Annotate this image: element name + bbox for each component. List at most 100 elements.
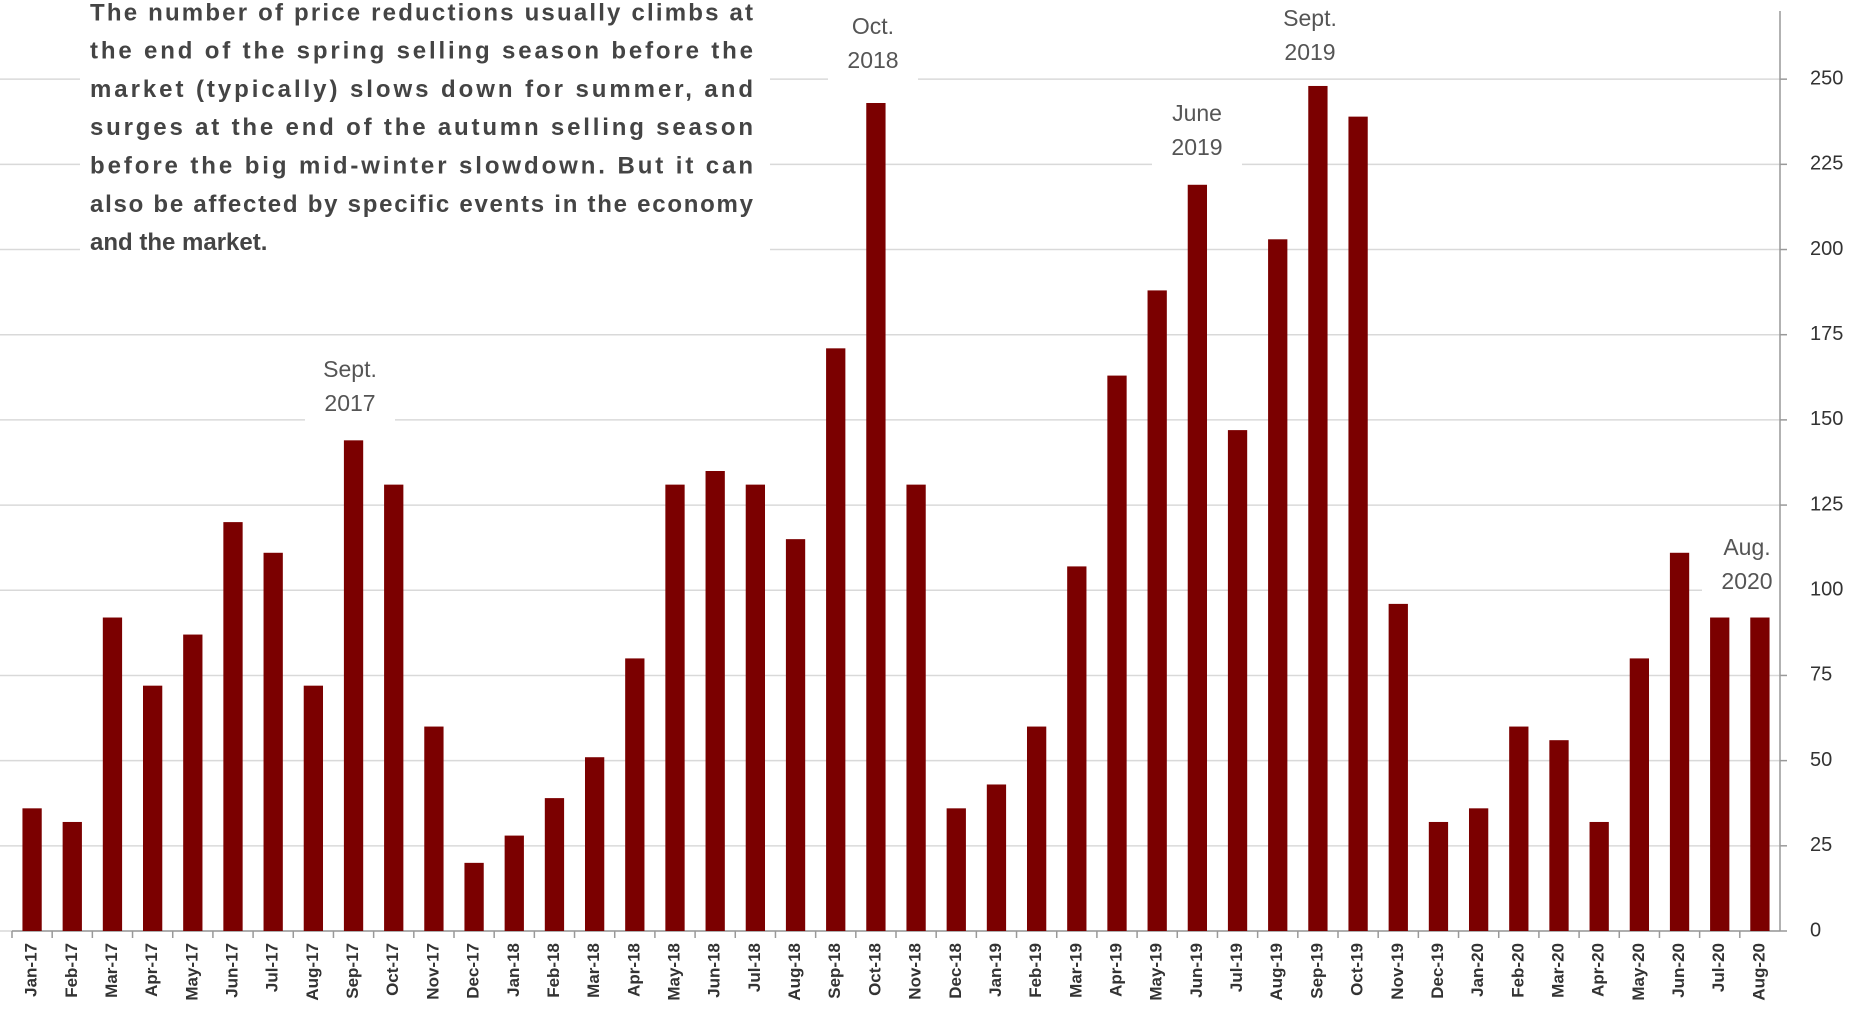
- x-tick-label: Aug-19: [1267, 943, 1286, 1001]
- annotation: 2019: [1171, 134, 1222, 160]
- bar: [826, 348, 846, 931]
- bar: [946, 808, 966, 931]
- x-tick-label: Aug-18: [785, 943, 804, 1001]
- x-tick-label: Jun-17: [222, 943, 241, 998]
- bar: [464, 862, 484, 931]
- bar: [625, 658, 645, 931]
- bar: [22, 808, 42, 931]
- bar: [504, 835, 524, 931]
- bar: [785, 539, 806, 931]
- x-tick-label: Apr-18: [624, 943, 643, 997]
- x-tick-label: Aug-20: [1749, 943, 1768, 1001]
- x-tick-label: May-18: [664, 943, 683, 1001]
- annotation: June: [1172, 100, 1222, 126]
- annotation: 2019: [1284, 39, 1335, 65]
- bar: [223, 522, 243, 931]
- x-tick-label: Jul-20: [1709, 943, 1728, 992]
- y-tick-label: 100: [1810, 579, 1843, 601]
- bar: [1549, 740, 1569, 931]
- note-line: market (typically) slows down for summer…: [90, 76, 753, 103]
- bar: [1750, 617, 1770, 931]
- x-tick-label: Jan-20: [1468, 943, 1487, 997]
- annotation-bg: [1702, 531, 1792, 603]
- bar: [263, 552, 283, 931]
- x-tick-label: May-17: [182, 943, 201, 1001]
- y-tick-label: 150: [1810, 408, 1843, 430]
- annotation-bg: [828, 10, 918, 82]
- bar: [424, 726, 444, 931]
- x-tick-label: May-20: [1629, 943, 1648, 1001]
- y-tick-label: 250: [1810, 67, 1843, 89]
- x-tick-label: Feb-19: [1026, 943, 1045, 998]
- x-tick-label: Jul-18: [745, 943, 764, 992]
- bar: [343, 440, 364, 931]
- annotation-bg: [1152, 97, 1242, 169]
- annotation: 2018: [847, 47, 898, 73]
- bar: [866, 103, 886, 931]
- note-line: and the market.: [90, 229, 267, 256]
- y-tick-label: 25: [1810, 834, 1832, 856]
- note-line: before the big mid-winter slowdown. But …: [90, 153, 753, 180]
- x-tick-label: Sep-18: [825, 943, 844, 999]
- x-tick-label: Jun-19: [1187, 943, 1206, 998]
- bar: [1187, 184, 1208, 931]
- note-line: The number of price reductions usually c…: [90, 0, 753, 26]
- y-tick-label: 225: [1810, 153, 1843, 175]
- bar: [102, 617, 123, 931]
- x-tick-label: Jan-18: [504, 943, 523, 997]
- bar: [986, 784, 1007, 931]
- annotation: Sept.: [323, 356, 377, 382]
- bar: [1147, 290, 1167, 931]
- y-tick-label: 200: [1810, 238, 1843, 260]
- x-tick-label: Mar-17: [102, 943, 121, 998]
- annotation-bg: [1265, 2, 1355, 74]
- annotation: 2020: [1721, 568, 1772, 594]
- x-tick-label: Apr-17: [142, 943, 161, 997]
- y-tick-label: 125: [1810, 493, 1843, 515]
- bar: [303, 685, 324, 931]
- x-tick-label: Oct-19: [1348, 943, 1367, 996]
- bar: [1589, 821, 1609, 931]
- note-line: also be affected by specific events in t…: [90, 191, 754, 218]
- y-tick-label: 50: [1810, 749, 1832, 771]
- x-tick-label: Dec-17: [464, 943, 483, 999]
- bar: [183, 634, 203, 931]
- x-tick-label: Nov-19: [1388, 943, 1407, 1000]
- x-tick-label: Mar-19: [1066, 943, 1085, 998]
- x-tick-label: Oct-18: [865, 943, 884, 996]
- x-tick-label: Feb-20: [1508, 943, 1527, 998]
- x-tick-label: Apr-20: [1589, 943, 1608, 997]
- bar: [665, 484, 685, 931]
- bar: [1268, 239, 1288, 932]
- x-tick-label: Dec-19: [1428, 943, 1447, 999]
- x-tick-label: Feb-18: [544, 943, 563, 998]
- x-tick-label: May-19: [1147, 943, 1166, 1001]
- bar: [1468, 808, 1489, 931]
- x-tick-label: Nov-18: [906, 943, 925, 1000]
- annotation: Oct.: [852, 13, 894, 39]
- x-tick-label: Nov-17: [423, 943, 442, 1000]
- x-tick-label: Feb-17: [62, 943, 81, 998]
- y-tick-label: 0: [1810, 919, 1821, 941]
- x-tick-label: Jun-20: [1669, 943, 1688, 998]
- bar: [1308, 85, 1328, 932]
- y-tick-label: 175: [1810, 323, 1843, 345]
- bar: [1348, 116, 1368, 931]
- note-line: surges at the end of the autumn selling …: [90, 114, 753, 141]
- x-tick-label: Jul-19: [1227, 943, 1246, 992]
- bar: [1629, 658, 1650, 931]
- annotation: Sept.: [1283, 5, 1337, 31]
- bar: [1710, 617, 1730, 931]
- x-tick-label: Dec-18: [946, 943, 965, 999]
- annotation: 2017: [324, 390, 375, 416]
- x-tick-label: Jan-19: [986, 943, 1005, 997]
- annotation: Aug.: [1723, 534, 1770, 560]
- x-tick-label: Sep-19: [1307, 943, 1326, 999]
- note-bg: [80, 0, 770, 258]
- annotation-bg: [305, 353, 395, 425]
- x-tick-label: Sep-17: [343, 943, 362, 999]
- bar: [1509, 726, 1529, 931]
- bar: [906, 484, 926, 931]
- x-tick-label: Jun-18: [705, 943, 724, 998]
